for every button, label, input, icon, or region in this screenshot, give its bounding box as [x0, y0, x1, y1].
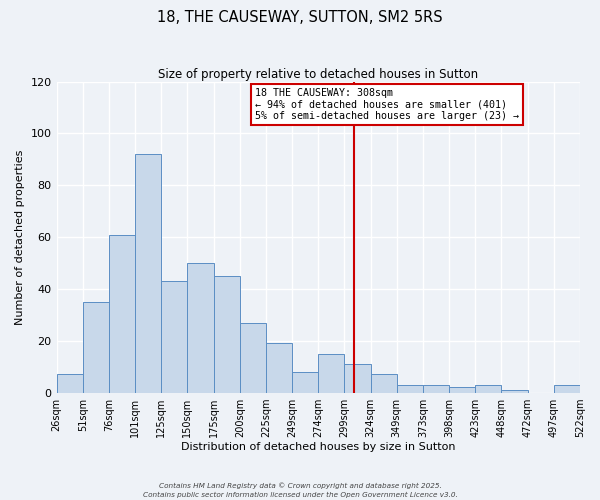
Bar	[344, 364, 371, 392]
Bar	[475, 385, 502, 392]
Bar	[56, 374, 83, 392]
Y-axis label: Number of detached properties: Number of detached properties	[15, 150, 25, 325]
Bar	[135, 154, 161, 392]
Bar	[397, 385, 423, 392]
Text: 18 THE CAUSEWAY: 308sqm
← 94% of detached houses are smaller (401)
5% of semi-de: 18 THE CAUSEWAY: 308sqm ← 94% of detache…	[256, 88, 520, 121]
Bar	[266, 344, 292, 392]
X-axis label: Distribution of detached houses by size in Sutton: Distribution of detached houses by size …	[181, 442, 455, 452]
Bar	[109, 234, 135, 392]
Text: Contains HM Land Registry data © Crown copyright and database right 2025.
Contai: Contains HM Land Registry data © Crown c…	[143, 482, 457, 498]
Bar	[214, 276, 240, 392]
Bar	[449, 388, 475, 392]
Bar	[292, 372, 318, 392]
Text: 18, THE CAUSEWAY, SUTTON, SM2 5RS: 18, THE CAUSEWAY, SUTTON, SM2 5RS	[157, 10, 443, 25]
Bar	[318, 354, 344, 393]
Bar	[161, 281, 187, 392]
Bar	[187, 263, 214, 392]
Bar	[240, 322, 266, 392]
Bar	[83, 302, 109, 392]
Bar	[502, 390, 527, 392]
Bar	[554, 385, 580, 392]
Bar	[371, 374, 397, 392]
Bar	[423, 385, 449, 392]
Title: Size of property relative to detached houses in Sutton: Size of property relative to detached ho…	[158, 68, 478, 80]
